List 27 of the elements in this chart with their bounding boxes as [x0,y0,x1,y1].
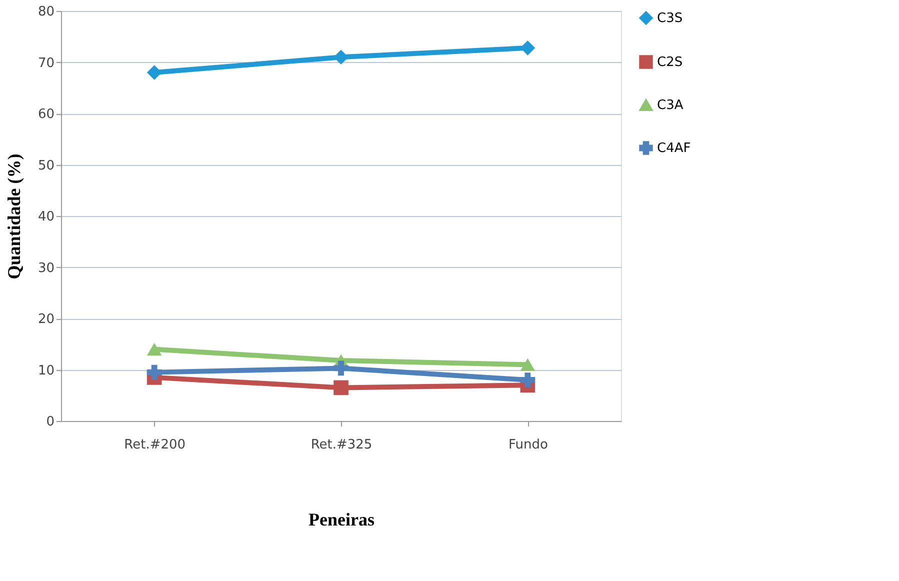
point [334,360,348,376]
point [146,65,162,80]
y-tick-label: 30 [38,260,54,276]
point [520,372,536,388]
legend-label: C3A [657,98,684,113]
y-tick-label: 80 [38,4,54,20]
x-tick-label: Fundo [508,438,548,452]
y-tick-label: 40 [38,210,54,224]
legend-label: C3S [657,11,683,26]
point [520,40,536,56]
point [334,50,348,65]
y-tick-label: 0 [46,414,54,430]
point [146,342,162,356]
point [334,380,348,396]
point [520,358,536,372]
y-tick-label: 60 [38,107,54,122]
y-tick-label: 70 [38,56,54,71]
x-tick-label: Ret.#325 [310,438,372,452]
x-tick-label: Ret.#200 [124,438,186,452]
y-tick-label: 50 [38,158,54,174]
x-axis-title: Peneiras [308,510,374,530]
legend-label: C2S [657,55,683,70]
y-axis-title: Quantidade (%) [4,154,24,280]
point [146,364,162,380]
y-tick-label: 10 [38,363,54,378]
legend-label: C4AF [657,141,691,156]
y-tick-label: 20 [38,312,54,327]
